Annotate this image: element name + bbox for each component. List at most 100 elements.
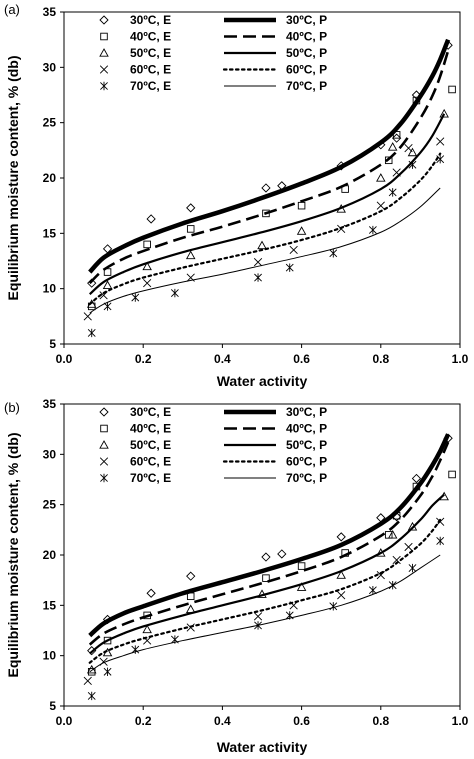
series-30-c-e [87,40,453,288]
data-point [102,280,113,289]
data-point [407,147,418,157]
data-point [296,582,307,591]
series-30-c-p [88,433,451,638]
x-tick-label: 0.2 [135,352,152,366]
data-point [376,201,385,210]
x-tick-label: 0.6 [293,352,310,366]
x-tick-label: 1.0 [452,352,469,366]
legend-marker [99,407,109,417]
legend-entry: 40ºC, E [130,30,171,44]
y-tick-label: 35 [43,5,57,19]
data-point [86,664,97,674]
data-point [277,549,287,559]
legend-marker [99,440,109,449]
series-30-c-e [87,433,453,656]
data-point [87,278,97,288]
legend: 30ºC, E 40ºC, E 50ºC, E 60ºC, E 70ºC, E 30ºC,… [99,405,327,485]
panel-label: (a) [4,2,20,17]
data-point [387,142,398,151]
legend-entry: 60ºC, E [130,455,171,469]
data-point [254,273,262,282]
y-tick-label: 15 [43,598,57,612]
panel-label: (b) [4,400,20,415]
data-point [336,570,346,579]
legend-marker [99,457,109,466]
y-tick-label: 25 [43,116,57,130]
series-60-c-p [88,518,442,664]
legend-marker [100,81,108,91]
data-point [436,517,445,526]
legend-entry: 40ºC, P [286,422,327,436]
data-point [336,532,346,542]
data-point [368,586,377,595]
data-point [103,268,112,276]
data-point [368,225,377,235]
plot-frame [63,403,461,707]
series-30-c-p [88,38,451,274]
legend-entry: 40ºC, E [130,422,171,436]
data-point [186,571,196,581]
legend-entry: 70ºC, P [286,79,327,93]
plot-frame [63,11,461,345]
series-50-c-e [86,108,449,308]
data-point [146,588,156,598]
x-tick-label: 0.2 [135,714,152,728]
y-tick-label: 10 [43,649,57,663]
y-tick-label: 5 [49,699,56,713]
legend-marker [99,48,109,57]
data-point [411,473,422,484]
series-50-c-p [89,493,445,655]
data-point [392,133,402,143]
data-point [289,245,298,255]
y-tick-label: 35 [43,397,57,411]
legend-entry: 50ºC, E [130,46,171,60]
data-point [436,137,445,146]
data-point [392,555,401,565]
legend-entry: 60ºC, P [286,63,327,77]
data-point [257,240,267,250]
data-point [387,529,398,539]
data-point [262,574,270,582]
data-point [253,612,263,621]
data-point [261,552,271,562]
legend-entry: 60ºC, P [286,455,327,469]
series-line [88,441,450,646]
legend-entry: 70ºC, E [130,79,171,93]
y-tick-label: 15 [43,226,57,240]
legend-entry: 40ºC, P [286,30,327,44]
legend-entry: 30ºC, P [286,405,327,419]
legend-entry: 70ºC, P [286,471,327,485]
legend-entry: 50ºC, E [130,438,171,452]
series-40-c-p [88,441,450,646]
x-tick-label: 0.4 [214,714,231,728]
data-point [186,203,196,213]
data-point [384,156,393,165]
x-tick-label: 0.0 [56,352,73,366]
legend-entry: 60ºC, E [130,63,171,77]
legend-entry: 30ºC, P [286,13,327,27]
data-point [439,108,449,118]
x-tick-label: 0.4 [214,352,231,366]
x-axis-label: Water activity [217,373,308,389]
series-70-c-p [89,187,441,314]
y-tick-label: 30 [43,60,57,74]
data-point [436,536,445,546]
series-40-c-e [87,470,456,676]
data-point [297,201,306,210]
x-tick-label: 0.8 [372,714,389,728]
data-point [83,676,92,685]
x-tick-label: 0.8 [372,352,389,366]
data-point [146,214,156,224]
data-point [448,85,456,94]
data-point [142,624,152,634]
x-tick-label: 1.0 [452,714,469,728]
y-tick-label: 5 [49,337,56,351]
series-line [89,493,445,655]
series-70-c-p [89,554,441,673]
legend: 30ºC, E 40ºC, E 50ºC, E 60ºC, E 70ºC, E 30ºC,… [99,13,327,93]
data-point [285,263,294,272]
y-axis-label: Equilibrium moisture content, % (db) [5,56,21,301]
legend-marker [99,15,109,25]
series-60-c-p [88,152,442,306]
legend-entry: 50ºC, P [286,438,327,452]
